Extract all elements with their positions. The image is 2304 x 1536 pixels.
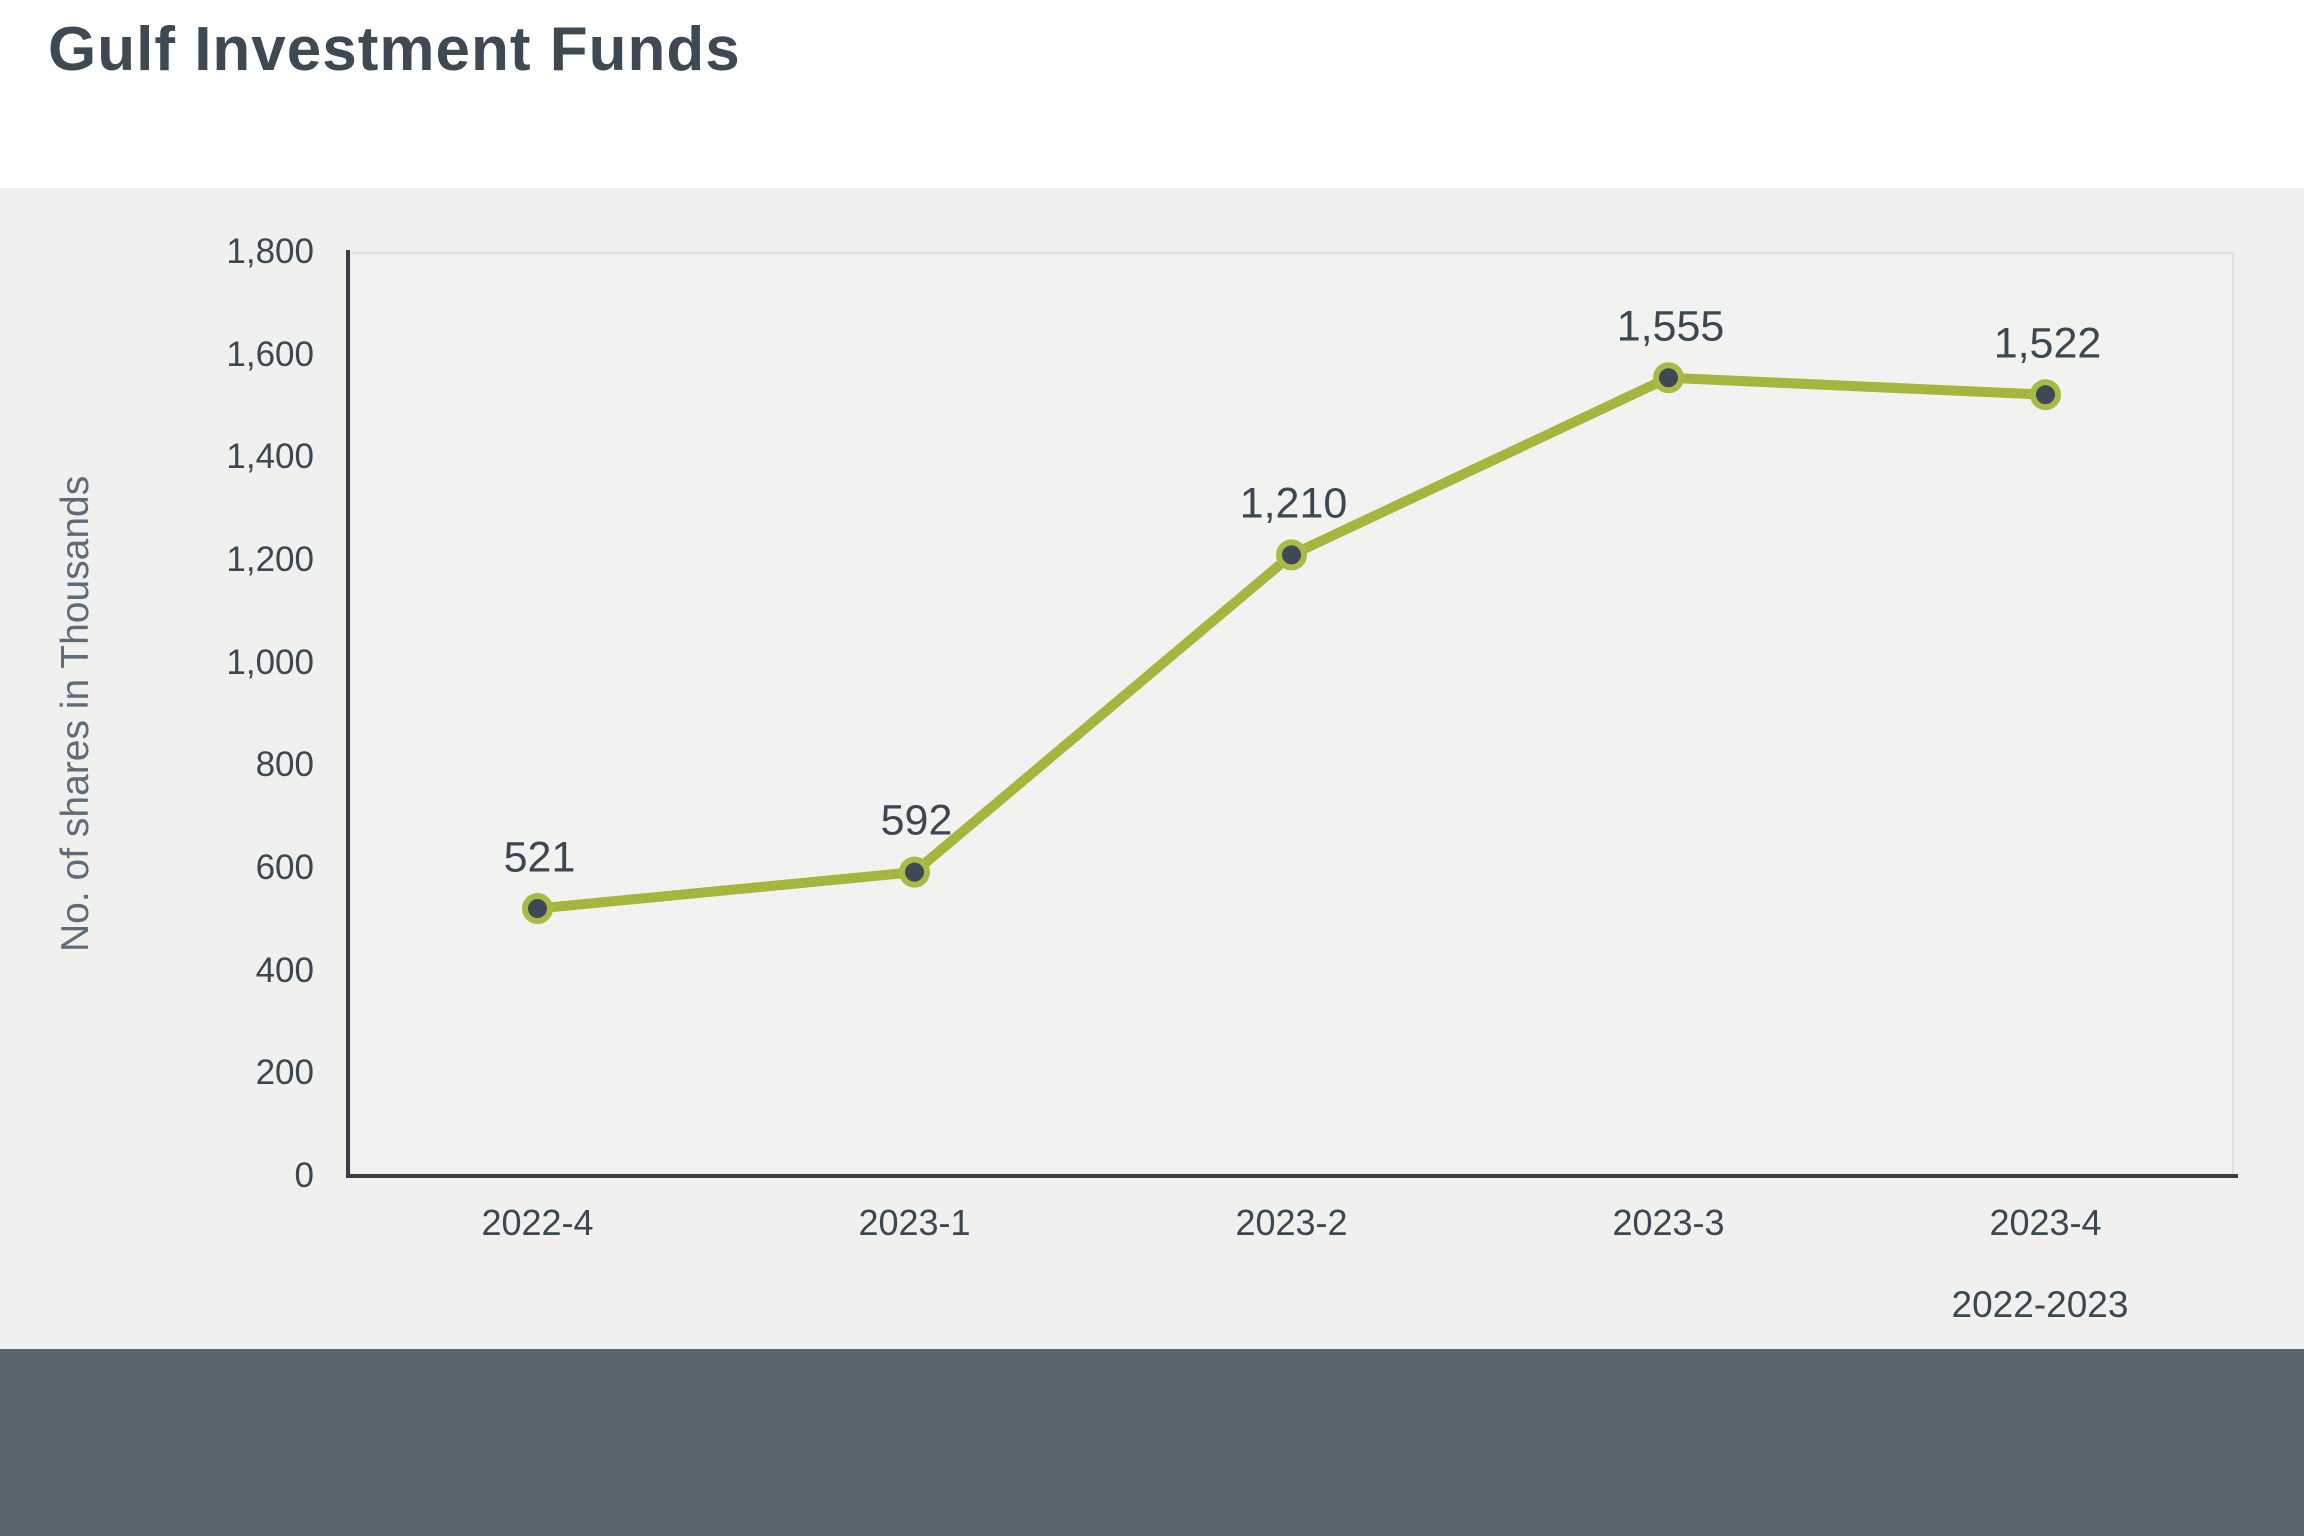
x-tick-label: 2023-2 (1235, 1202, 1348, 1243)
y-tick-label: 600 (255, 848, 314, 887)
y-tick-label: 1,800 (226, 232, 314, 271)
y-tick-label: 200 (255, 1053, 314, 1093)
chart-title: Gulf Investment Funds (48, 15, 741, 84)
chart-panel: No. of shares in Thousands 0 200 400 600 800… (0, 188, 2304, 1349)
y-axis-line (346, 250, 350, 1178)
x-tick-label: 2023-3 (1612, 1202, 1725, 1243)
y-tick-label: 1,600 (226, 334, 314, 374)
data-point-label: 592 (880, 796, 953, 845)
data-point-marker (2030, 379, 2061, 411)
data-point-label: 1,210 (1239, 479, 1348, 528)
data-point-marker (899, 856, 930, 888)
y-tick-label: 800 (255, 745, 314, 785)
data-point-label: 1,555 (1616, 302, 1725, 351)
data-point-marker (522, 893, 553, 925)
x-tick-label: 2023-4 (1989, 1202, 2102, 1243)
x-tick-label: 2022-4 (481, 1202, 594, 1243)
y-tick-label: 400 (255, 950, 314, 990)
series-line (532, 372, 2051, 914)
y-tick-label: 1,200 (226, 540, 314, 579)
footer-bar (0, 1349, 2304, 1536)
x-tick-label: 2023-1 (858, 1202, 971, 1243)
plot-area: 521 592 1,210 1,555 1,522 (349, 252, 2234, 1176)
y-tick-label: 0 (294, 1156, 314, 1195)
y-tick-label: 1,400 (226, 437, 314, 477)
data-point-label: 521 (503, 833, 576, 882)
x-axis-title: 2022-2023 (1951, 1284, 2129, 1325)
data-point-label: 1,522 (1993, 319, 2102, 368)
data-point-marker (1276, 539, 1307, 571)
data-point-marker (1653, 362, 1684, 394)
y-axis-title: No. of shares in Thousands (54, 475, 97, 953)
line-series-canvas (522, 362, 2061, 925)
y-tick-label: 1,000 (226, 642, 314, 682)
x-axis-line (346, 1174, 2238, 1178)
